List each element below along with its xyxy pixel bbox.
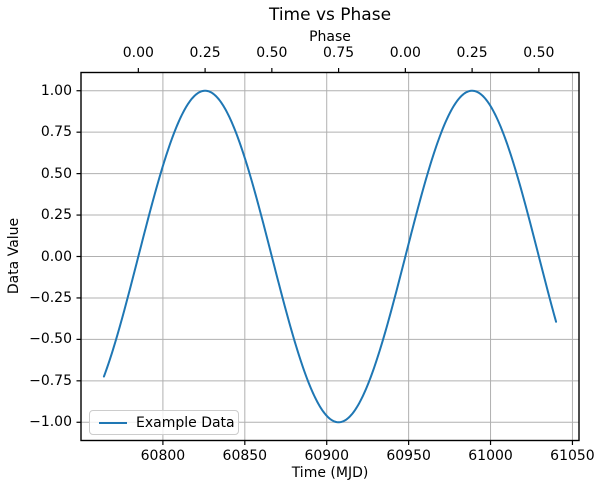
x-tick-label: 60900 — [304, 448, 349, 464]
y-axis-label: Data Value — [6, 217, 22, 295]
x-tick-label: 60800 — [140, 448, 186, 464]
y-tick-label: −0.75 — [29, 372, 72, 389]
top-tick-label: 0.25 — [456, 45, 488, 61]
top-tick-label: 0.75 — [323, 45, 355, 61]
legend-label: Example Data — [136, 414, 235, 431]
y-tick-label: 0.00 — [40, 248, 72, 265]
top-axis-label-phase: Phase — [309, 29, 351, 45]
y-tick-label: 0.75 — [40, 124, 72, 141]
x-tick-label: 60950 — [386, 448, 431, 464]
y-tick-label: −0.25 — [29, 289, 72, 306]
top-tick-label: 0.25 — [189, 45, 221, 61]
top-tick-label: 0.00 — [389, 45, 421, 61]
legend-line-sample-icon — [99, 421, 127, 424]
y-tick-label: 0.25 — [40, 207, 72, 224]
y-tick-label: 0.50 — [40, 165, 72, 182]
x-tick-label: 60850 — [222, 448, 268, 464]
chart-title: Time vs Phase — [268, 5, 392, 25]
y-tick-label: −1.00 — [29, 414, 72, 431]
data-line-example-data — [102, 89, 558, 424]
x-axis-label: Time (MJD) — [291, 465, 369, 481]
y-tick-label: 1.00 — [40, 82, 72, 99]
top-tick-label: 0.50 — [523, 45, 555, 61]
legend: Example Data — [89, 410, 239, 435]
top-tick-label: 0.00 — [122, 45, 154, 61]
y-tick-label: −0.50 — [29, 331, 72, 348]
x-tick-label: 61050 — [550, 448, 595, 464]
x-tick-label: 61000 — [468, 448, 513, 464]
top-tick-label: 0.50 — [256, 45, 288, 61]
